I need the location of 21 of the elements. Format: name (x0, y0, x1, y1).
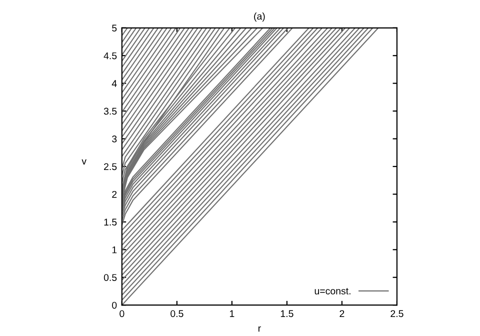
y-axis-title: v (82, 159, 86, 164)
y-tick-label: 0.5 (104, 274, 117, 281)
x-tick-label: 1.5 (280, 310, 294, 318)
legend-label: u=const. (314, 288, 350, 294)
x-axis-title: r (258, 326, 261, 332)
x-tick-label: 2 (340, 310, 344, 317)
y-tick-label: 3.5 (104, 108, 117, 115)
y-tick-label: 1.5 (104, 218, 117, 226)
y-tick-label: 1 (112, 246, 117, 254)
y-tick-label: 3 (112, 136, 117, 142)
x-tick-label: 0 (120, 310, 124, 318)
chart-title: (a) (254, 12, 265, 22)
y-tick-label: 2.5 (104, 163, 117, 170)
x-tick-label: 1 (230, 310, 234, 317)
y-tick-label: 5 (112, 24, 117, 32)
y-tick-label: 4 (112, 80, 117, 87)
x-tick-label: 0.5 (170, 310, 184, 318)
y-tick-label: 0 (112, 302, 117, 309)
y-tick-label: 2 (112, 190, 117, 198)
x-tick-label: 2.5 (390, 310, 404, 318)
y-tick-label: 4.5 (104, 52, 117, 60)
